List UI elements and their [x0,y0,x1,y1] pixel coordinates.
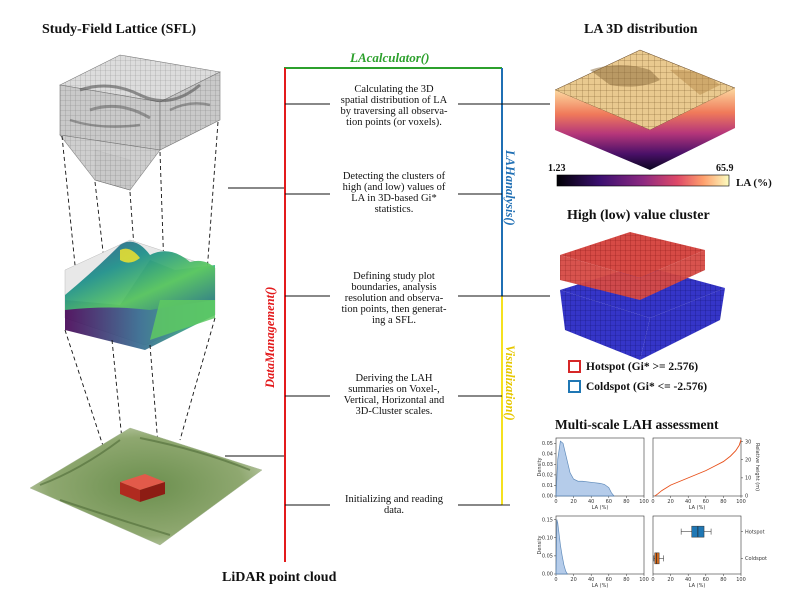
sfl-title: Study-Field Lattice (SFL) [42,22,196,37]
hotspot-swatch [568,360,581,373]
y-axis-label: Relative height (m) [754,443,760,491]
step-deriving: Deriving the LAH summaries on Voxel-, Ver… [343,373,445,417]
x-tick-label: 40 [588,499,594,505]
y-tick-label: 30 [745,439,751,445]
step-calculating: Calculating the 3D spatial distribution o… [340,84,448,128]
y-tick-label: 0.02 [542,473,553,479]
colorbar-max: 65.9 [716,163,734,174]
lacalculator-label: LAcalculator() [350,50,430,65]
x-tick-label: 80 [623,499,629,505]
height-line [654,439,742,497]
chart-frame [652,437,742,497]
x-tick-label: 0 [651,499,654,505]
x-tick-label: 80 [720,499,726,505]
y-tick-label: 0.10 [542,535,553,541]
lidar-title: LiDAR point cloud [222,570,337,585]
y-tick-label: 0.05 [542,554,553,560]
x-tick-label: 80 [623,577,629,583]
x-axis-label: LA (%) [689,583,706,589]
x-tick-label: 80 [720,577,726,583]
y-tick-label: 0.00 [542,494,553,500]
coldspot-legend: Coldspot (Gi* <= -2.576) [568,380,707,393]
density-area [555,440,615,497]
x-tick-label: 60 [703,499,709,505]
y-tick-label: 0.04 [542,452,553,458]
la3d-block [554,49,736,170]
x-tick-label: 0 [554,499,557,505]
sfl-voxel-cube [59,54,221,191]
cluster-title: High (low) value cluster [567,208,710,223]
category-label: Coldspot [745,556,767,562]
x-tick-label: 20 [570,577,576,583]
category-label: Hotspot [745,529,765,535]
coldspot-swatch [568,380,581,393]
y-tick-label: 0.15 [542,517,553,523]
x-tick-label: 60 [703,577,709,583]
x-tick-label: 40 [685,577,691,583]
chart-frame [652,515,742,575]
x-tick-label: 0 [651,577,654,583]
x-tick-label: 40 [685,499,691,505]
boxplot-chart: 0 20 40 60 80 100 LA (%) Hotspot Coldspot [651,515,767,589]
step-initializing: Initializing and reading data. [345,494,443,516]
y-tick-label: 0.05 [542,441,553,447]
x-axis-label: LA (%) [689,505,706,511]
y-tick-label: 0.03 [542,462,553,468]
x-tick-label: 100 [639,499,649,505]
step-defining: Defining study plot boundaries, analysis … [341,271,447,326]
density-chart-top: 0 20 40 60 80 100 LA (%) 0.00 0.01 0.02 0.03 0.04 0.… [537,437,649,511]
cluster-block [560,232,725,360]
la3d-title: LA 3D distribution [584,22,698,37]
y-axis-label: Density [537,535,543,554]
x-tick-label: 100 [736,577,746,583]
colorbar-min: 1.23 [548,163,566,174]
x-tick-label: 100 [639,577,649,583]
colorbar-label: LA (%) [736,177,772,189]
y-axis-label: Density [537,457,543,476]
x-axis-label: LA (%) [592,583,609,589]
lidar-point-cloud [29,427,263,546]
x-tick-label: 60 [606,499,612,505]
chart-frame [555,515,645,575]
y-tick-label: 0.01 [542,483,553,489]
x-tick-label: 40 [588,577,594,583]
x-tick-label: 20 [667,499,673,505]
y-tick-label: 0 [745,494,748,500]
la-colorbar [556,174,730,187]
box-coldspot [654,552,660,565]
x-tick-label: 20 [570,499,576,505]
x-tick-label: 60 [606,577,612,583]
step-detecting: Detecting the clusters of high (and low) … [342,171,446,215]
x-axis-label: LA (%) [592,505,609,511]
y-tick-label: 10 [745,476,751,482]
coldspot-label: Coldspot (Gi* <= -2.576) [586,380,708,393]
density-area [555,519,569,575]
hotspot-label: Hotspot (Gi* >= 2.576) [586,360,699,373]
y-tick-label: 20 [745,457,751,463]
density-chart-bottom: 0 20 40 60 80 100 LA (%) 0.00 0.05 0.10 0.15 Densit… [537,515,649,589]
x-tick-label: 0 [554,577,557,583]
multiscale-title: Multi-scale LAH assessment [555,417,719,432]
x-tick-label: 20 [667,577,673,583]
hotspot-legend: Hotspot (Gi* >= 2.576) [568,360,698,373]
terrain-surface [64,239,216,350]
x-tick-label: 100 [736,499,746,505]
y-tick-label: 0.00 [542,572,553,578]
